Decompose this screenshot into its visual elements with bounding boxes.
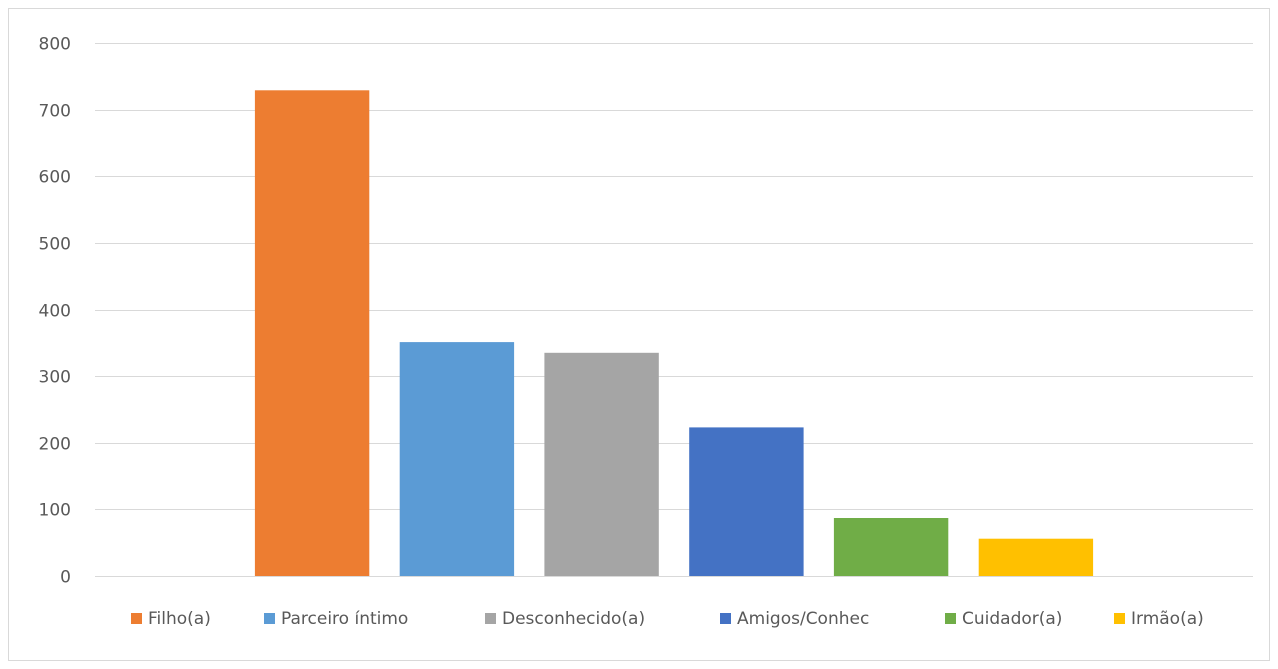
bar-chart: 0 100 200 300 400 500 600 700 800 Filho(a) Parcei…: [39, 35, 1253, 629]
legend-label: Amigos/Conhec: [737, 609, 869, 629]
legend-item: Desconhecido(a): [485, 609, 645, 629]
bar-1: [254, 90, 370, 577]
y-tick-label: 200: [39, 435, 71, 455]
legend-label: Irmão(a): [1131, 609, 1204, 629]
y-tick-label: 600: [39, 168, 71, 188]
y-tick-label: 800: [39, 35, 71, 55]
legend-swatch: [131, 613, 142, 624]
legend-item: Irmão(a): [1114, 609, 1204, 629]
bar-6: [978, 538, 1094, 576]
y-tick-label: 700: [39, 102, 71, 122]
y-tick-label: 500: [39, 235, 71, 255]
legend: Filho(a) Parceiro íntimo Desconhecido(a) Am…: [131, 609, 1204, 629]
legend-swatch: [945, 613, 956, 624]
y-tick-label: 100: [39, 501, 71, 521]
legend-swatch: [485, 613, 496, 624]
y-axis-tick-labels: 0 100 200 300 400 500 600 700 800: [39, 35, 71, 588]
y-tick-label: 400: [39, 302, 71, 322]
bar-2: [399, 342, 515, 576]
legend-swatch: [264, 613, 275, 624]
legend-item: Filho(a): [131, 609, 211, 629]
bars: [254, 90, 1094, 577]
legend-label: Parceiro íntimo: [281, 609, 408, 629]
legend-item: Amigos/Conhec: [720, 609, 869, 629]
legend-label: Cuidador(a): [962, 609, 1062, 629]
bar-3: [544, 352, 659, 576]
y-tick-label: 300: [39, 368, 71, 388]
legend-swatch: [720, 613, 731, 624]
legend-item: Cuidador(a): [945, 609, 1062, 629]
bar-4: [689, 427, 804, 576]
chart-frame: 0 100 200 300 400 500 600 700 800 Filho(a) Parcei…: [8, 8, 1270, 661]
legend-label: Desconhecido(a): [502, 609, 645, 629]
legend-label: Filho(a): [148, 609, 211, 629]
y-tick-label: 0: [60, 568, 71, 588]
legend-item: Parceiro íntimo: [264, 609, 408, 629]
legend-swatch: [1114, 613, 1125, 624]
bar-5: [833, 518, 949, 576]
